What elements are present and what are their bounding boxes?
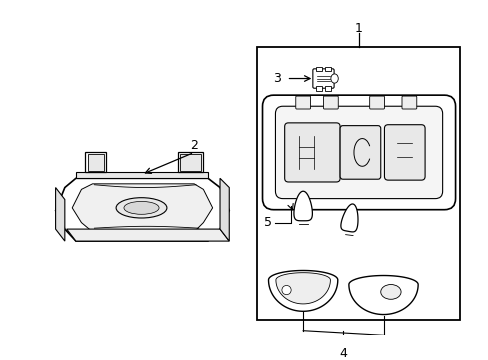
FancyBboxPatch shape	[401, 96, 416, 109]
Ellipse shape	[123, 201, 159, 214]
Polygon shape	[293, 191, 312, 221]
Bar	[315, 67, 321, 71]
Text: 1: 1	[354, 22, 362, 35]
Polygon shape	[220, 178, 229, 241]
Ellipse shape	[380, 284, 400, 299]
Polygon shape	[348, 275, 417, 315]
Bar	[315, 86, 321, 90]
Circle shape	[282, 285, 290, 295]
Polygon shape	[177, 152, 203, 172]
Text: 4: 4	[338, 347, 346, 360]
Bar	[325, 86, 330, 90]
Polygon shape	[88, 154, 103, 171]
Ellipse shape	[330, 74, 338, 83]
FancyBboxPatch shape	[275, 106, 442, 199]
Polygon shape	[56, 178, 229, 241]
Polygon shape	[180, 154, 200, 171]
Text: 5: 5	[264, 216, 271, 229]
FancyBboxPatch shape	[295, 96, 310, 109]
FancyBboxPatch shape	[284, 123, 340, 182]
Ellipse shape	[116, 198, 166, 218]
FancyBboxPatch shape	[384, 125, 424, 180]
FancyBboxPatch shape	[312, 69, 333, 88]
FancyBboxPatch shape	[262, 95, 455, 210]
FancyBboxPatch shape	[369, 96, 384, 109]
Polygon shape	[66, 229, 229, 241]
FancyBboxPatch shape	[323, 96, 338, 109]
Polygon shape	[56, 188, 65, 241]
FancyBboxPatch shape	[340, 126, 380, 179]
Text: 3: 3	[273, 72, 281, 85]
Text: 2: 2	[190, 139, 198, 152]
Polygon shape	[275, 273, 330, 304]
Polygon shape	[268, 270, 337, 311]
Polygon shape	[340, 204, 357, 232]
Bar	[257, 47, 459, 320]
Bar	[325, 67, 330, 71]
Polygon shape	[85, 152, 106, 172]
Polygon shape	[72, 184, 212, 232]
Polygon shape	[76, 172, 207, 178]
